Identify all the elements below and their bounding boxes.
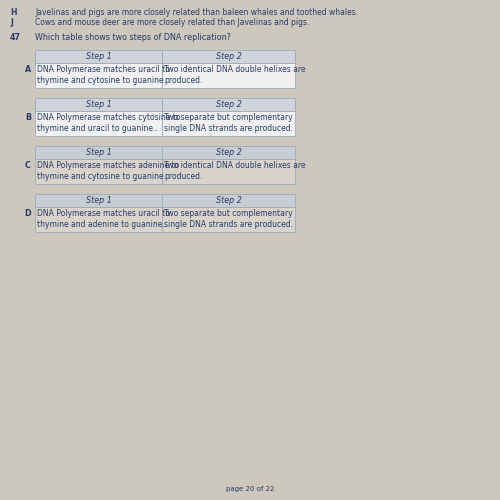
Text: Which table shows two steps of DNA replication?: Which table shows two steps of DNA repli…: [35, 33, 231, 42]
Bar: [162, 98, 295, 111]
Bar: [35, 207, 162, 232]
Bar: [35, 194, 162, 207]
Text: B: B: [25, 112, 31, 122]
Bar: [35, 111, 162, 136]
Text: Step 2: Step 2: [216, 196, 242, 205]
Text: Two identical DNA double helixes are
produced.: Two identical DNA double helixes are pro…: [164, 65, 306, 85]
Text: A: A: [25, 64, 31, 74]
Text: page 20 of 22: page 20 of 22: [226, 486, 274, 492]
Bar: [162, 146, 295, 159]
Bar: [162, 50, 295, 63]
Text: DNA Polymerase matches adenine to
thymine and cytosine to guanine.: DNA Polymerase matches adenine to thymin…: [37, 161, 179, 181]
Text: DNA Polymerase matches uracil to
thymine and cytosine to guanine.: DNA Polymerase matches uracil to thymine…: [37, 65, 170, 85]
Text: J: J: [10, 18, 13, 27]
Bar: [35, 50, 162, 63]
Text: Two identical DNA double helixes are
produced.: Two identical DNA double helixes are pro…: [164, 161, 306, 181]
Text: H: H: [10, 8, 16, 17]
Text: Two separate but complementary
single DNA strands are produced.: Two separate but complementary single DN…: [164, 113, 294, 133]
Text: DNA Polymerase matches cytosine to
thymine and uracil to guanine..: DNA Polymerase matches cytosine to thymi…: [37, 113, 180, 133]
Text: Step 2: Step 2: [216, 100, 242, 109]
Text: C: C: [25, 160, 31, 170]
Text: Step 2: Step 2: [216, 52, 242, 61]
Bar: [35, 63, 162, 88]
Text: D: D: [24, 208, 32, 218]
Bar: [162, 111, 295, 136]
Text: Step 1: Step 1: [86, 148, 112, 157]
Bar: [35, 159, 162, 184]
Bar: [35, 146, 162, 159]
Text: Step 1: Step 1: [86, 52, 112, 61]
Text: Javelinas and pigs are more closely related than baleen whales and toothed whale: Javelinas and pigs are more closely rela…: [35, 8, 358, 17]
Text: Cows and mouse deer are more closely related than Javelinas and pigs.: Cows and mouse deer are more closely rel…: [35, 18, 309, 27]
Bar: [162, 63, 295, 88]
Bar: [162, 194, 295, 207]
Bar: [162, 207, 295, 232]
Text: Step 1: Step 1: [86, 100, 112, 109]
Bar: [35, 98, 162, 111]
Text: Two separate but complementary
single DNA strands are produced.: Two separate but complementary single DN…: [164, 209, 294, 229]
Text: Step 1: Step 1: [86, 196, 112, 205]
Bar: [162, 159, 295, 184]
Text: 47: 47: [10, 33, 21, 42]
Text: DNA Polymerase matches uracil to
thymine and adenine to guanine.: DNA Polymerase matches uracil to thymine…: [37, 209, 170, 229]
Text: Step 2: Step 2: [216, 148, 242, 157]
